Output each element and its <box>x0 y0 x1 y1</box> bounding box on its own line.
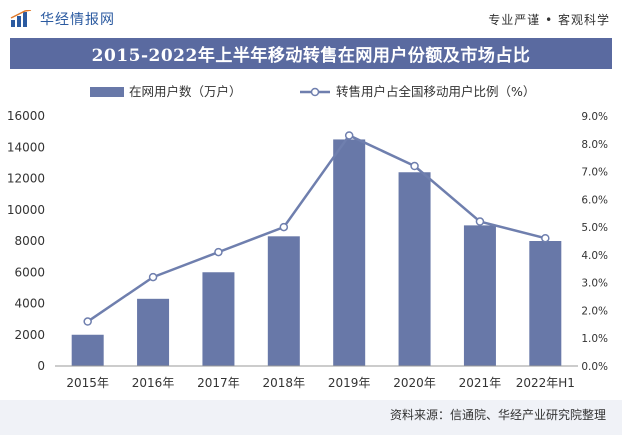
line-point <box>148 272 158 282</box>
left-axis-tick: 2000 <box>14 328 45 342</box>
line-point <box>475 217 485 226</box>
footer <box>0 400 622 435</box>
right-axis-tick: 7.0% <box>581 167 608 179</box>
right-axis-tick: 4.0% <box>581 250 608 262</box>
x-axis-tick: 2022年H1 <box>516 376 575 390</box>
bar <box>71 334 104 366</box>
x-axis-tick: 2017年 <box>197 376 240 390</box>
slogan: 专业严谨 • 客观科学 <box>488 13 610 27</box>
watermarks <box>26 63 588 373</box>
right-axis-tick: 1.0% <box>581 333 608 345</box>
line-point <box>279 222 289 232</box>
source-note: 资料来源：信通院、华经产业研究院整理 <box>389 408 606 422</box>
right-axis-tick: 9.0% <box>581 111 608 123</box>
chart-title: 2015-2022年上半年移动转售在网用户份额及市场占比 <box>91 46 531 66</box>
bar <box>529 241 562 366</box>
bar <box>333 139 366 366</box>
legend-label-bar: 在网用户数（万户） <box>129 84 242 99</box>
chart: 在网用户数（万户） 转售用户占全国移动用户比例（%） 0 2000 4000 6000 8… <box>7 63 608 390</box>
line-point <box>214 247 223 257</box>
left-axis-tick: 14000 <box>7 140 45 154</box>
right-axis-tick: 5.0% <box>581 222 608 234</box>
legend-marker-line <box>310 87 320 97</box>
chart-logo-icon <box>10 10 32 27</box>
brand: 华经情报网 <box>10 9 115 29</box>
top-bar: 华经情报网 专业严谨 • 客观科学 <box>0 0 622 36</box>
line-series <box>83 131 550 326</box>
left-axis-tick: 6000 <box>14 265 45 279</box>
left-axis-tick: 4000 <box>14 297 45 311</box>
line-point <box>344 131 354 140</box>
left-axis-tick: 0 <box>37 359 45 373</box>
line-path <box>86 134 546 323</box>
left-axis-tick: 8000 <box>14 234 45 248</box>
line-point <box>410 161 419 171</box>
right-axis-tick: 2.0% <box>581 305 608 317</box>
line-point <box>83 317 92 326</box>
x-axis-tick: 2016年 <box>132 376 175 390</box>
x-axis-tick: 2015年 <box>66 376 109 390</box>
bar <box>463 225 496 366</box>
line-point <box>541 233 550 243</box>
left-axis-tick: 10000 <box>7 203 45 217</box>
x-axis-tick: 2018年 <box>263 376 306 390</box>
x-axis-tick: 2020年 <box>393 376 436 390</box>
bar <box>202 272 235 366</box>
right-axis-tick: 3.0% <box>581 278 608 290</box>
left-axis-tick: 16000 <box>7 109 45 123</box>
right-axis-tick: 6.0% <box>581 194 608 206</box>
bar <box>398 172 431 366</box>
bar-series <box>71 139 562 366</box>
x-axis-tick: 2019年 <box>328 376 371 390</box>
brand-name: 华经情报网 <box>40 12 115 28</box>
legend-swatch-bar <box>90 87 124 97</box>
bar <box>267 236 300 366</box>
x-axis-tick: 2021年 <box>459 376 502 390</box>
axes: 0 2000 4000 6000 8000 10000 12000 14000 16000 0.0… <box>7 109 608 390</box>
title-banner: 2015-2022年上半年移动转售在网用户份额及市场占比 <box>10 38 612 69</box>
watermark <box>46 156 198 213</box>
right-axis-tick: 0.0% <box>581 361 608 373</box>
watermark <box>436 316 588 373</box>
legend: 在网用户数（万户） 转售用户占全国移动用户比例（%） <box>90 84 535 99</box>
legend-label-line: 转售用户占全国移动用户比例（%） <box>336 84 535 99</box>
bar <box>137 298 170 366</box>
right-axis-tick: 8.0% <box>581 139 608 151</box>
left-axis-tick: 12000 <box>7 172 45 186</box>
